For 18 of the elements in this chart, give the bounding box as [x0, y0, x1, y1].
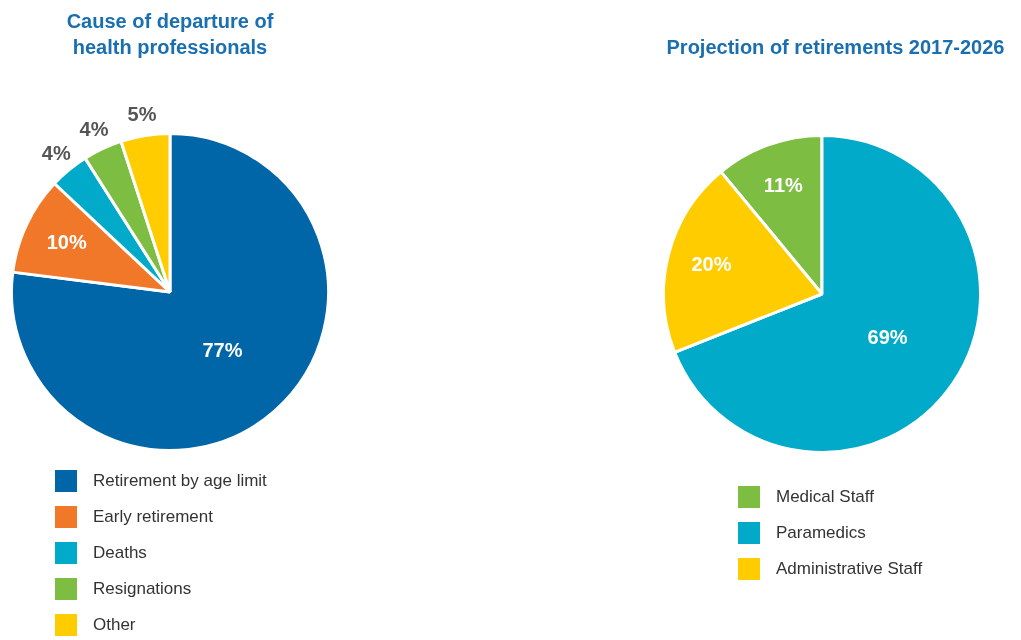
data-label: 11%: [763, 174, 804, 197]
legend-label: Retirement by age limit: [93, 471, 267, 491]
data-label: 5%: [127, 103, 157, 126]
data-label: 20%: [691, 253, 732, 276]
legend-label: Administrative Staff: [776, 559, 923, 579]
data-label: 4%: [41, 141, 71, 164]
data-label: 77%: [202, 338, 243, 361]
chart-title: Projection of retirements 2017-2026: [665, 35, 1006, 60]
data-label: 10%: [46, 230, 87, 253]
legend-label: Deaths: [93, 543, 147, 563]
data-label: 4%: [79, 118, 109, 140]
legend-label: Other: [93, 615, 136, 635]
legend-label: Resignations: [93, 579, 192, 599]
legend-label: Early retirement: [93, 507, 213, 527]
chart-title: Cause of departure of health professionals: [65, 9, 275, 60]
data-label: 69%: [867, 326, 908, 349]
legend-label: Medical Staff: [776, 487, 874, 507]
legend-label: Paramedics: [776, 523, 866, 543]
